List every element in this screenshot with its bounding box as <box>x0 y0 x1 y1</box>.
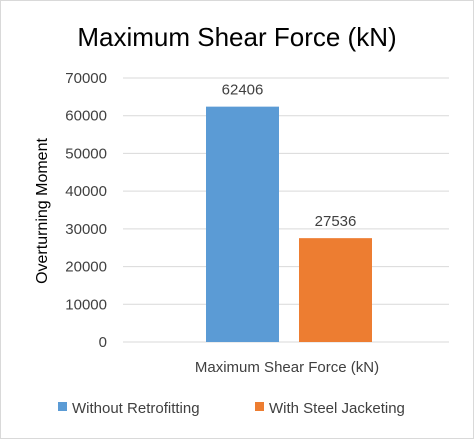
data-label-with-steel-jacketing: 27536 <box>315 213 357 230</box>
category-label: Maximum Shear Force (kN) <box>195 359 379 376</box>
chart-title: Maximum Shear Force (kN) <box>77 22 396 52</box>
y-tick-label: 20000 <box>65 259 107 276</box>
y-axis-ticks: 0 10000 20000 30000 40000 50000 60000 70000 <box>65 70 107 351</box>
legend-label-with-steel-jacketing: With Steel Jacketing <box>269 400 405 417</box>
y-tick-label: 60000 <box>65 108 107 125</box>
y-tick-label: 40000 <box>65 183 107 200</box>
legend-label-without-retrofitting: Without Retrofitting <box>72 400 200 417</box>
bar-without-retrofitting <box>206 106 279 342</box>
data-labels: 62406 27536 <box>222 82 357 231</box>
y-axis-title: Overturning Moment <box>34 138 51 284</box>
y-tick-label: 70000 <box>65 70 107 87</box>
data-label-without-retrofitting: 62406 <box>222 82 264 99</box>
y-tick-label: 0 <box>99 334 107 351</box>
y-tick-label: 30000 <box>65 221 107 238</box>
bar-with-steel-jacketing <box>299 238 372 342</box>
legend-swatch-with-steel-jacketing <box>255 402 264 411</box>
legend: Without Retrofitting With Steel Jacketin… <box>58 400 405 417</box>
y-tick-label: 10000 <box>65 296 107 313</box>
bars <box>206 106 372 342</box>
gridlines <box>123 77 449 305</box>
legend-swatch-without-retrofitting <box>58 402 67 411</box>
y-tick-label: 50000 <box>65 145 107 162</box>
